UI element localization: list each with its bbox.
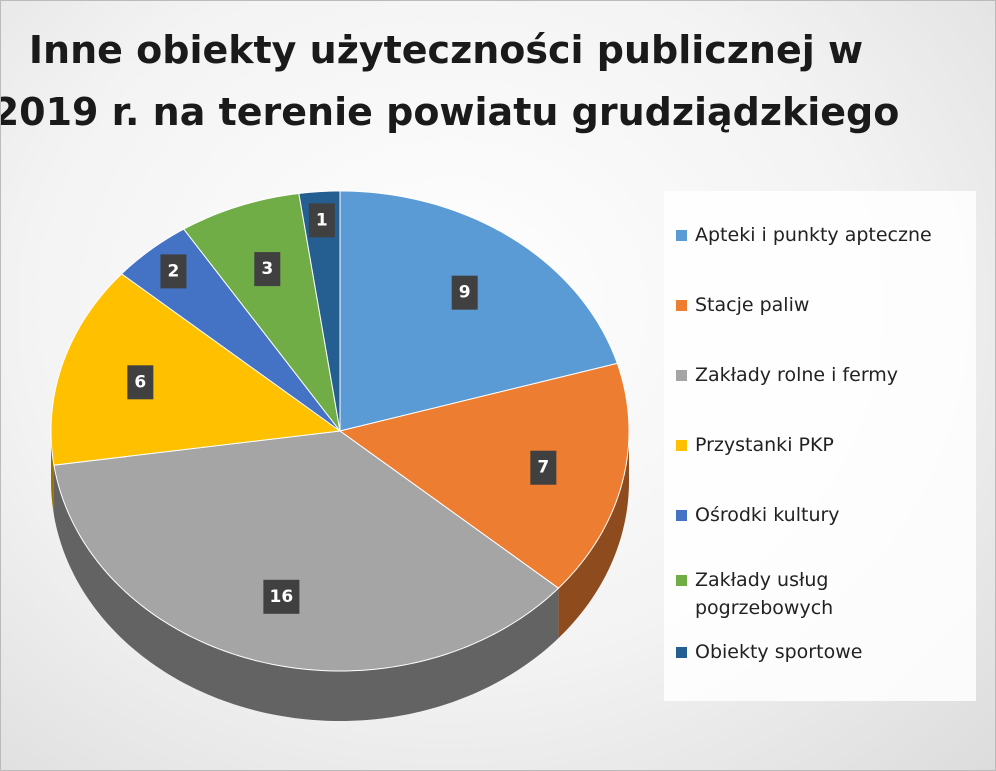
data-label-box	[451, 275, 478, 310]
pie-slice	[53, 430, 560, 672]
slice-side	[53, 465, 559, 721]
slice-side	[558, 431, 629, 639]
legend-swatch	[676, 510, 687, 521]
data-label-box	[263, 579, 300, 614]
legend-label: Ośrodki kultury	[695, 504, 840, 526]
legend-item: Przystanki PKP	[676, 431, 966, 459]
legend-swatch	[676, 370, 687, 381]
chart-title: 2019 r. na terenie powiatu grudziądzkieg…	[1, 90, 899, 134]
legend-item: Zakłady usług pogrzebowych	[676, 566, 966, 622]
data-label-box	[530, 450, 557, 485]
data-label: 3	[261, 259, 273, 279]
data-label: 7	[537, 458, 549, 478]
legend-label: Apteki i punkty apteczne	[695, 224, 932, 246]
pie-slice	[298, 190, 341, 432]
legend-label: Zakłady rolne i fermy	[695, 364, 899, 386]
data-label: 6	[134, 372, 146, 392]
chart-title: Inne obiekty użyteczności publicznej w	[29, 28, 863, 72]
legend-swatch	[676, 230, 687, 241]
legend-item: Zakłady rolne i fermy	[676, 361, 966, 389]
legend-swatch	[676, 575, 687, 586]
pie-slice	[50, 273, 342, 466]
legend-item: Obiekty sportowe	[676, 638, 966, 666]
legend-swatch	[676, 300, 687, 311]
data-label-box	[160, 254, 187, 289]
legend-item: Apteki i punkty apteczne	[676, 221, 966, 249]
legend-label: Przystanki PKP	[695, 434, 834, 456]
legend-item: Ośrodki kultury	[676, 501, 966, 529]
legend-item: Stacje paliw	[676, 291, 966, 319]
pie-slice	[182, 192, 341, 432]
data-label-box	[254, 252, 281, 287]
data-label-box	[308, 203, 335, 238]
legend-label: Obiekty sportowe	[695, 641, 863, 663]
legend-swatch	[676, 440, 687, 451]
pie-slice	[338, 362, 630, 589]
data-label: 2	[168, 261, 180, 281]
legend-label: Zakłady usług pogrzebowych	[695, 569, 834, 619]
legend-label: Stacje paliw	[695, 294, 810, 316]
legend-swatch	[676, 647, 687, 658]
data-label: 1	[316, 210, 328, 230]
data-label-box	[127, 365, 154, 400]
data-label: 9	[459, 283, 471, 303]
legend: Apteki i punkty apteczne Stacje paliw Zakł…	[664, 191, 976, 701]
pie-slice	[339, 190, 618, 432]
data-label: 16	[270, 587, 294, 607]
